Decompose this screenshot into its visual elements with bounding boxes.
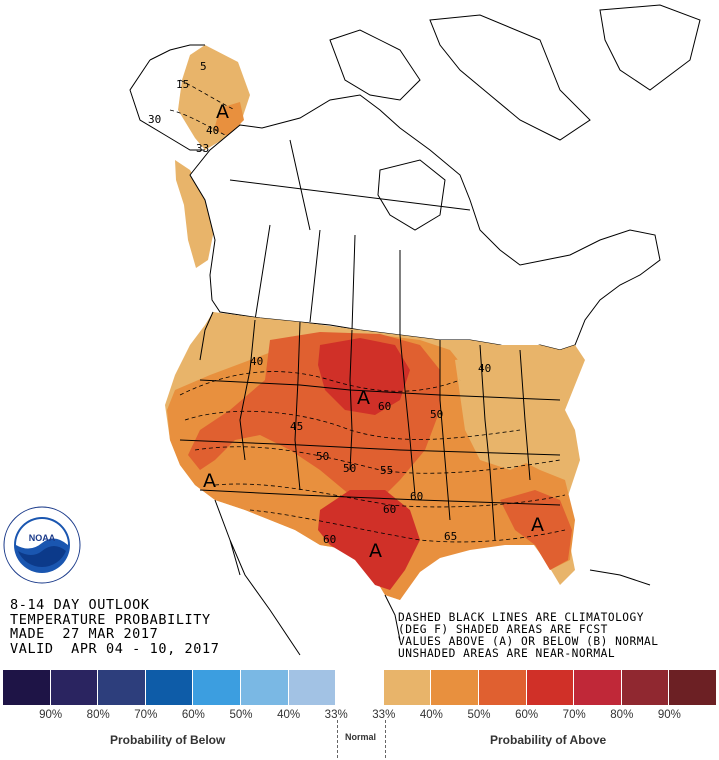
legend-percent-label: 40% [277, 709, 301, 721]
legend-swatch [431, 670, 479, 705]
noaa-logo-text: NOAA [29, 533, 56, 543]
contour-label: 60 [378, 400, 391, 413]
legend-percent-label: 50% [229, 709, 253, 721]
legend-percent-label: 80% [86, 709, 110, 721]
shading-60-southeast [500, 490, 572, 570]
climatology-contours [169, 79, 566, 543]
contour-label: 60 [323, 533, 336, 546]
legend-swatch [574, 670, 622, 705]
temperature-outlook-map: 5 15 30 40 33 40 45 50 50 50 55 60 60 60… [129, 4, 701, 656]
legend-swatch [193, 670, 241, 705]
bc-coast-shading [175, 160, 215, 268]
outlook-subtitle: TEMPERATURE PROBABILITY [10, 611, 211, 628]
note-line: UNSHADED AREAS ARE NEAR-NORMAL [398, 647, 616, 660]
contour-labels: 5 15 30 40 33 40 45 50 50 50 55 60 60 60… [148, 60, 491, 546]
legend-swatch [50, 670, 99, 705]
legend-color-bar [3, 670, 717, 705]
legend-percent-label: 60% [181, 709, 205, 721]
contour-label: 55 [380, 464, 393, 477]
legend-swatch [336, 670, 384, 705]
above-marker: A [357, 387, 370, 409]
legend-swatch [145, 670, 194, 705]
legend-swatch [98, 670, 146, 705]
arctic-islands [329, 29, 421, 101]
contour-label: 60 [410, 490, 423, 503]
legend-percent-label: 33% [324, 709, 348, 721]
legend-swatch [288, 670, 337, 705]
arctic-islands-2 [429, 14, 591, 141]
contour-label: 40 [206, 124, 219, 137]
legend-percent-label: 33% [372, 709, 396, 721]
state-boundaries [179, 311, 561, 541]
legend-swatch [669, 670, 717, 705]
valid-dates: VALID APR 04 - 10, 2017 [10, 640, 220, 657]
greenland-edge [599, 4, 701, 91]
contour-label: 65 [444, 530, 457, 543]
legend-swatch [526, 670, 575, 705]
legend-percent-label: 80% [610, 709, 634, 721]
legend-percent-label: 70% [134, 709, 158, 721]
noaa-logo: NOAA [3, 506, 81, 584]
contour-label: 50 [343, 462, 356, 475]
legend-percent-label: 60% [515, 709, 539, 721]
note-line: VALUES ABOVE (A) OR BELOW (B) NORMAL [398, 635, 659, 648]
contour-label: 15 [176, 78, 189, 91]
contour-label: 45 [290, 420, 303, 433]
above-caption: Probability of Above [490, 733, 607, 747]
cuba-outline [589, 569, 651, 586]
contour-label: 40 [478, 362, 491, 375]
legend-swatch [3, 670, 51, 705]
contour-label: 30 [148, 113, 161, 126]
above-marker: A [369, 540, 382, 562]
outlook-title: 8-14 DAY OUTLOOK [10, 597, 150, 613]
legend-percent-label: 50% [467, 709, 491, 721]
above-marker: A [531, 514, 544, 536]
shading-70-plains [318, 338, 410, 415]
contour-label: 40 [250, 355, 263, 368]
legend-swatch [621, 670, 670, 705]
province-borders [229, 139, 471, 335]
alaska-outline [129, 44, 205, 151]
note-line: DASHED BLACK LINES ARE CLIMATOLOGY [398, 611, 645, 624]
note-line: (DEG F) SHADED AREAS ARE FCST [398, 623, 608, 636]
shading-40-northeast [455, 355, 560, 470]
legend-swatch [478, 670, 527, 705]
legend-percent-label: 40% [419, 709, 443, 721]
legend-percent-label: 90% [39, 709, 63, 721]
map-notes: DASHED BLACK LINES ARE CLIMATOLOGY (DEG F… [398, 612, 658, 660]
mexico-outline [214, 499, 401, 656]
outlook-title-block: 8-14 DAY OUTLOOK TEMPERATURE PROBABILITY M… [10, 598, 219, 656]
contour-label: 33 [196, 142, 209, 155]
above-marker: A [203, 470, 216, 492]
legend-swatch [383, 670, 432, 705]
normal-caption: Normal [345, 732, 377, 742]
contour-label: 50 [316, 450, 329, 463]
normal-divider-left [337, 720, 338, 758]
above-marker: A [216, 101, 229, 123]
legend-swatch [240, 670, 289, 705]
legend-percent-label: 90% [657, 709, 681, 721]
shading-70-texas [318, 490, 420, 590]
below-caption: Probability of Below [110, 733, 226, 747]
contour-label: 5 [200, 60, 207, 73]
legend-percent-label: 70% [562, 709, 586, 721]
normal-divider-right [385, 720, 386, 758]
above-markers: A A A A A [203, 101, 544, 562]
made-date: MADE 27 MAR 2017 [10, 626, 159, 642]
contour-label: 60 [383, 503, 396, 516]
contour-label: 50 [430, 408, 443, 421]
